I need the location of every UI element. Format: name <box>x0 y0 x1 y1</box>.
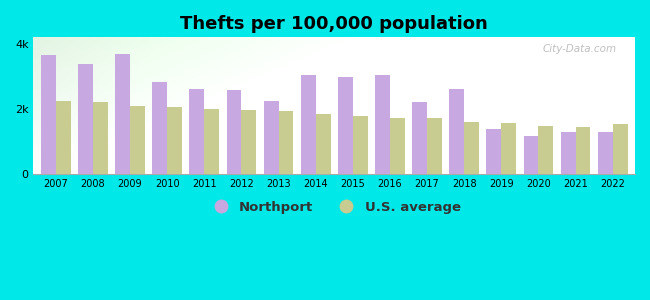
Bar <box>93 102 108 174</box>
Bar <box>486 129 501 174</box>
Title: Thefts per 100,000 population: Thefts per 100,000 population <box>180 15 488 33</box>
Bar <box>353 116 368 174</box>
Bar <box>538 126 553 174</box>
Bar <box>204 110 219 174</box>
Text: City-Data.com: City-Data.com <box>543 44 617 54</box>
Bar <box>613 124 627 174</box>
Bar <box>390 118 405 174</box>
Bar <box>576 127 590 174</box>
Bar <box>189 89 204 174</box>
Bar <box>41 55 56 174</box>
Bar <box>227 90 241 174</box>
Bar <box>464 122 479 174</box>
Legend: Northport, U.S. average: Northport, U.S. average <box>202 196 466 219</box>
Bar <box>264 101 279 174</box>
Bar <box>449 89 464 174</box>
Bar <box>167 107 182 174</box>
Bar <box>56 101 71 174</box>
Bar <box>524 136 538 174</box>
Bar <box>338 77 353 174</box>
Bar <box>316 114 331 174</box>
Bar <box>152 82 167 174</box>
Bar <box>241 110 256 174</box>
Bar <box>501 123 516 174</box>
Bar <box>427 118 442 174</box>
Bar <box>412 102 427 174</box>
Bar <box>301 75 316 174</box>
Bar <box>130 106 145 174</box>
Bar <box>78 64 93 174</box>
Bar <box>561 132 576 174</box>
Bar <box>279 111 293 174</box>
Bar <box>598 132 613 174</box>
Bar <box>375 75 390 174</box>
Bar <box>115 54 130 174</box>
